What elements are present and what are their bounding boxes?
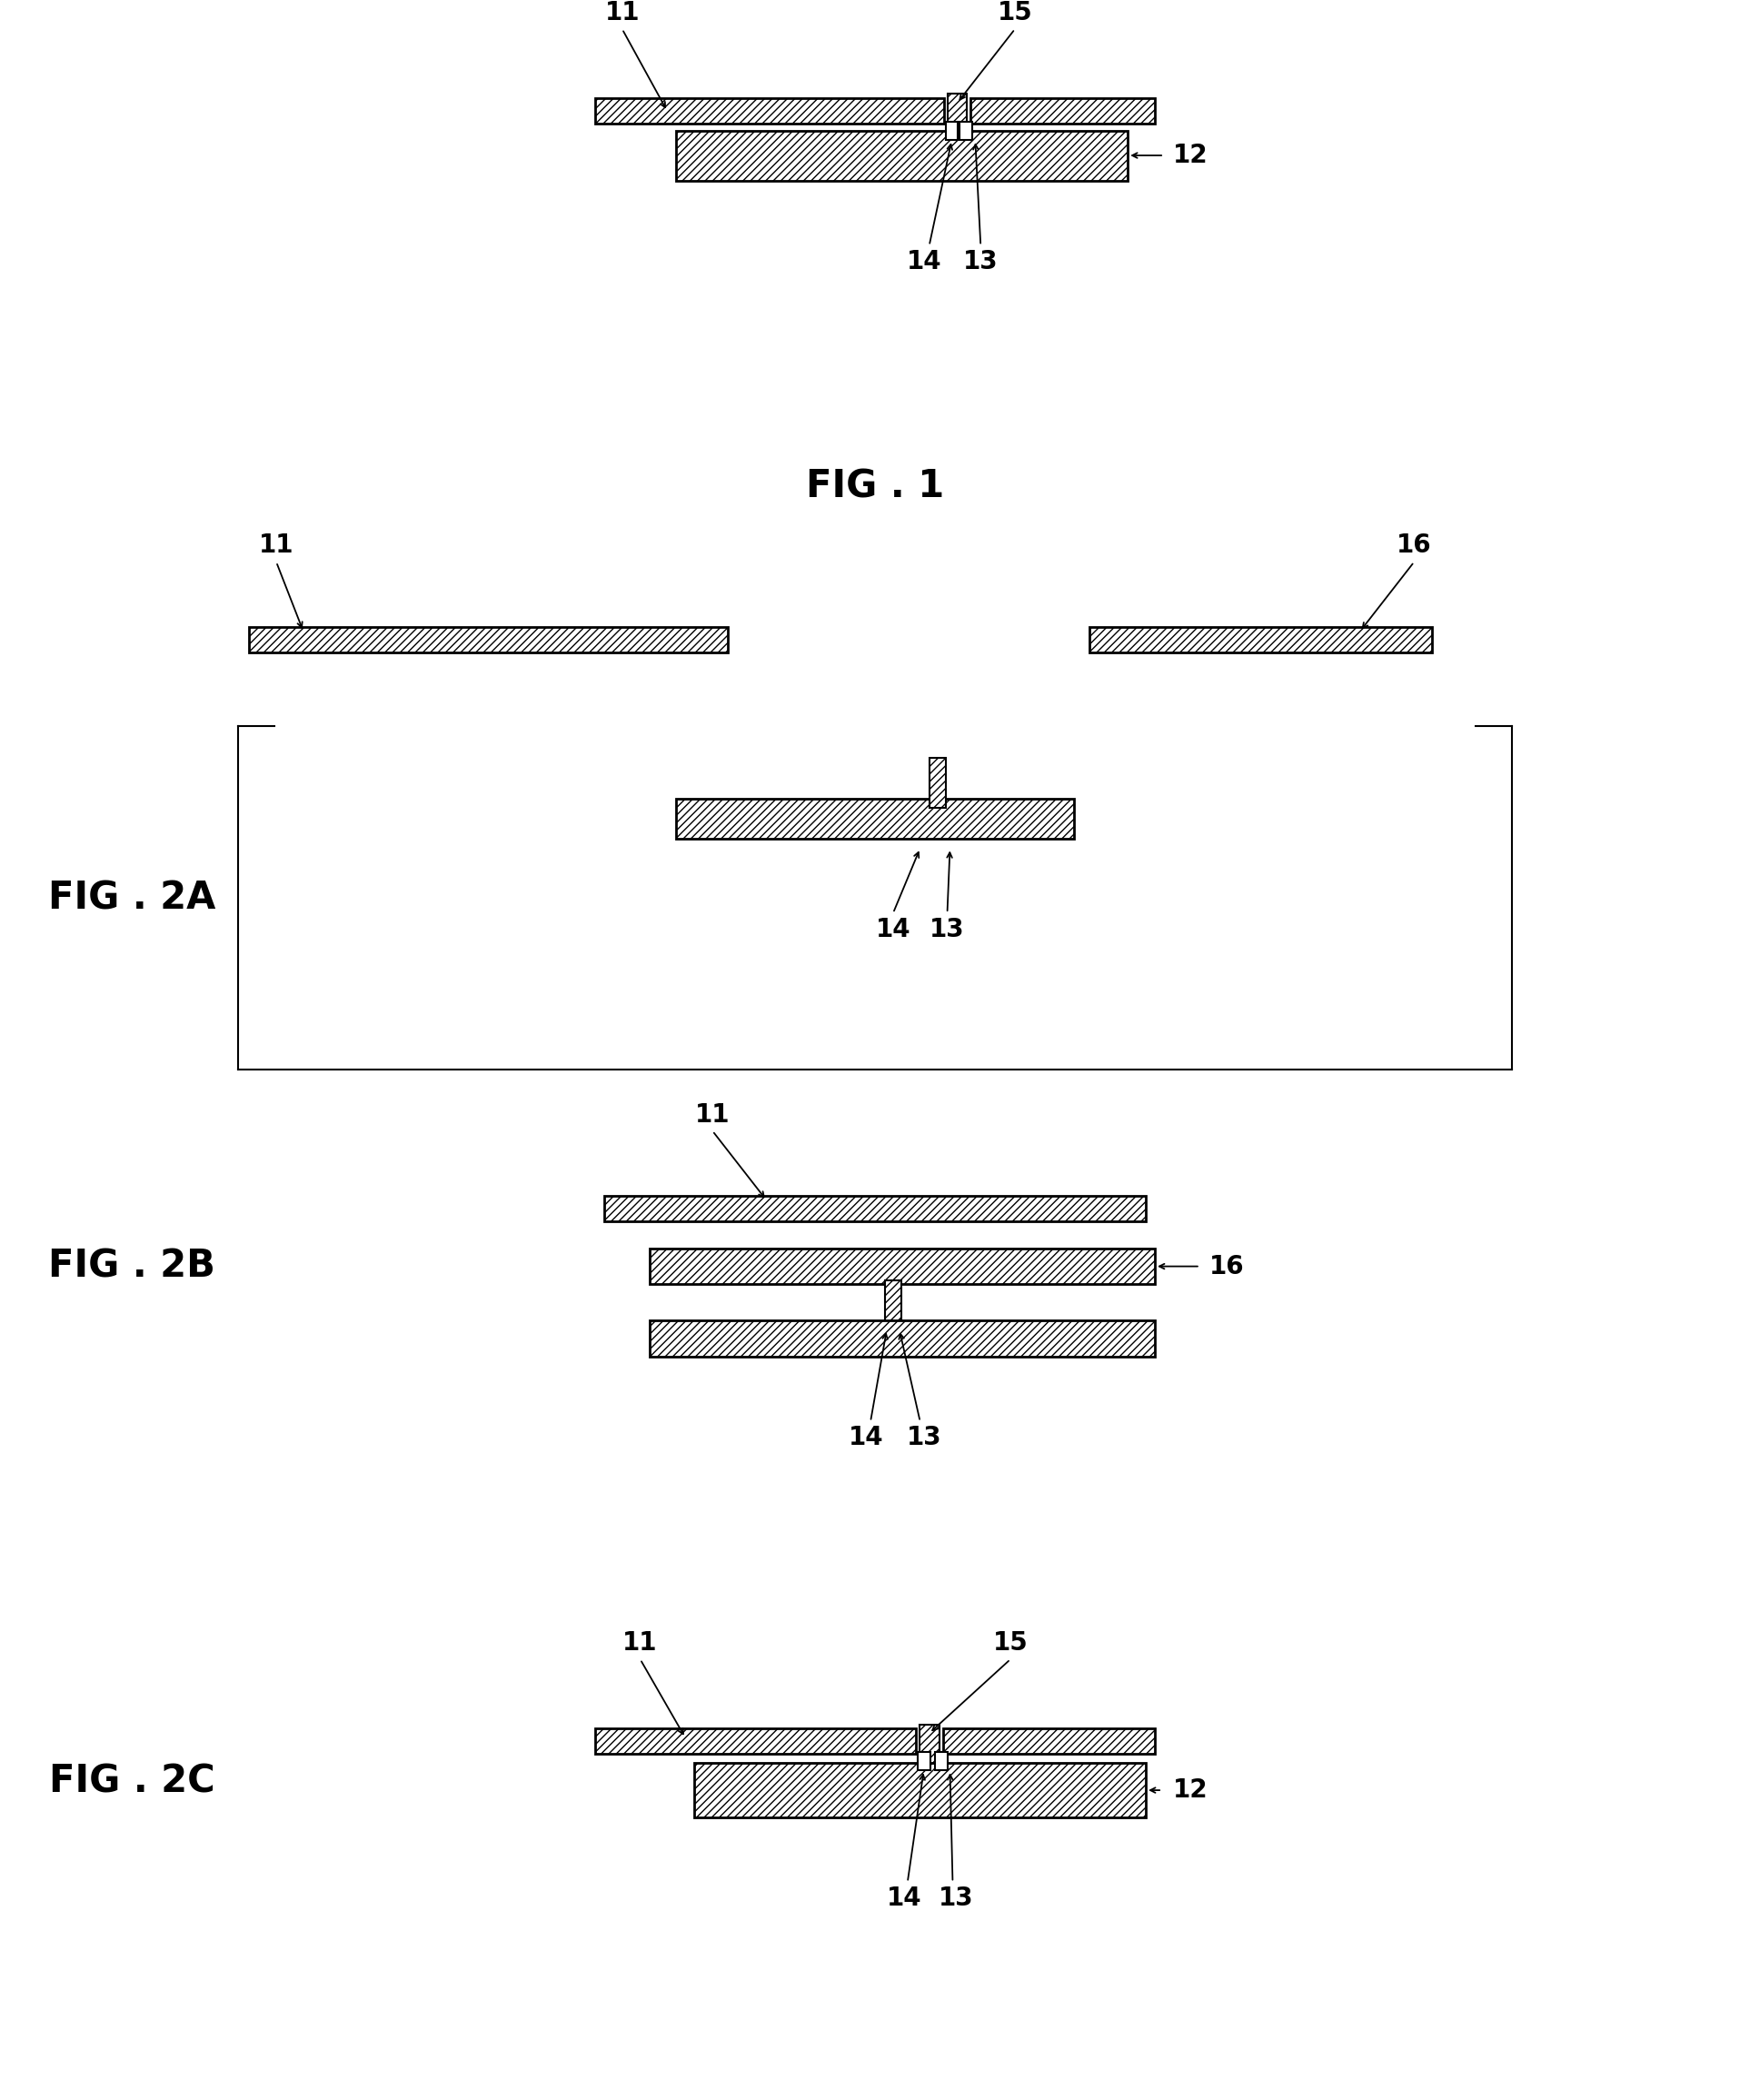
Text: FIG . 2B: FIG . 2B (49, 1247, 215, 1285)
Text: 11: 11 (695, 1103, 730, 1128)
Text: 16: 16 (1209, 1254, 1244, 1279)
Bar (695, 1764, 1146, 1817)
Bar (961, 122, 973, 141)
Text: 14: 14 (906, 250, 942, 275)
Bar (676, 130, 1127, 181)
Text: 15: 15 (998, 0, 1032, 25)
Bar (595, 1728, 915, 1754)
Text: FIG . 2C: FIG . 2C (49, 1762, 215, 1800)
Text: 11: 11 (623, 1630, 658, 1655)
Bar (943, 1728, 1155, 1754)
Bar (1088, 628, 1432, 653)
Text: 13: 13 (906, 1426, 942, 1451)
Bar (935, 1751, 947, 1770)
Text: 12: 12 (1172, 143, 1207, 168)
Bar (929, 758, 945, 808)
Text: 13: 13 (963, 250, 998, 275)
Text: 11: 11 (259, 533, 294, 559)
Bar (886, 1279, 901, 1329)
Bar (649, 1321, 1155, 1357)
Bar (649, 1247, 1155, 1285)
Bar (604, 1195, 1146, 1222)
Bar (248, 628, 728, 653)
Text: FIG . 1: FIG . 1 (805, 468, 945, 506)
Bar (945, 122, 957, 141)
Text: 12: 12 (1172, 1777, 1207, 1804)
Bar (676, 798, 1074, 840)
Text: 16: 16 (1397, 533, 1432, 559)
Text: 13: 13 (929, 918, 964, 943)
Bar (595, 99, 943, 124)
Text: 15: 15 (992, 1630, 1027, 1655)
Text: 14: 14 (875, 918, 910, 943)
Bar (919, 1724, 940, 1774)
Bar (971, 99, 1155, 124)
Text: 14: 14 (886, 1886, 922, 1911)
Bar (917, 1751, 929, 1770)
Text: 14: 14 (849, 1426, 884, 1451)
Text: 13: 13 (938, 1886, 973, 1911)
Bar (947, 94, 968, 134)
Text: FIG . 2A: FIG . 2A (47, 878, 215, 918)
Text: 11: 11 (606, 0, 639, 25)
